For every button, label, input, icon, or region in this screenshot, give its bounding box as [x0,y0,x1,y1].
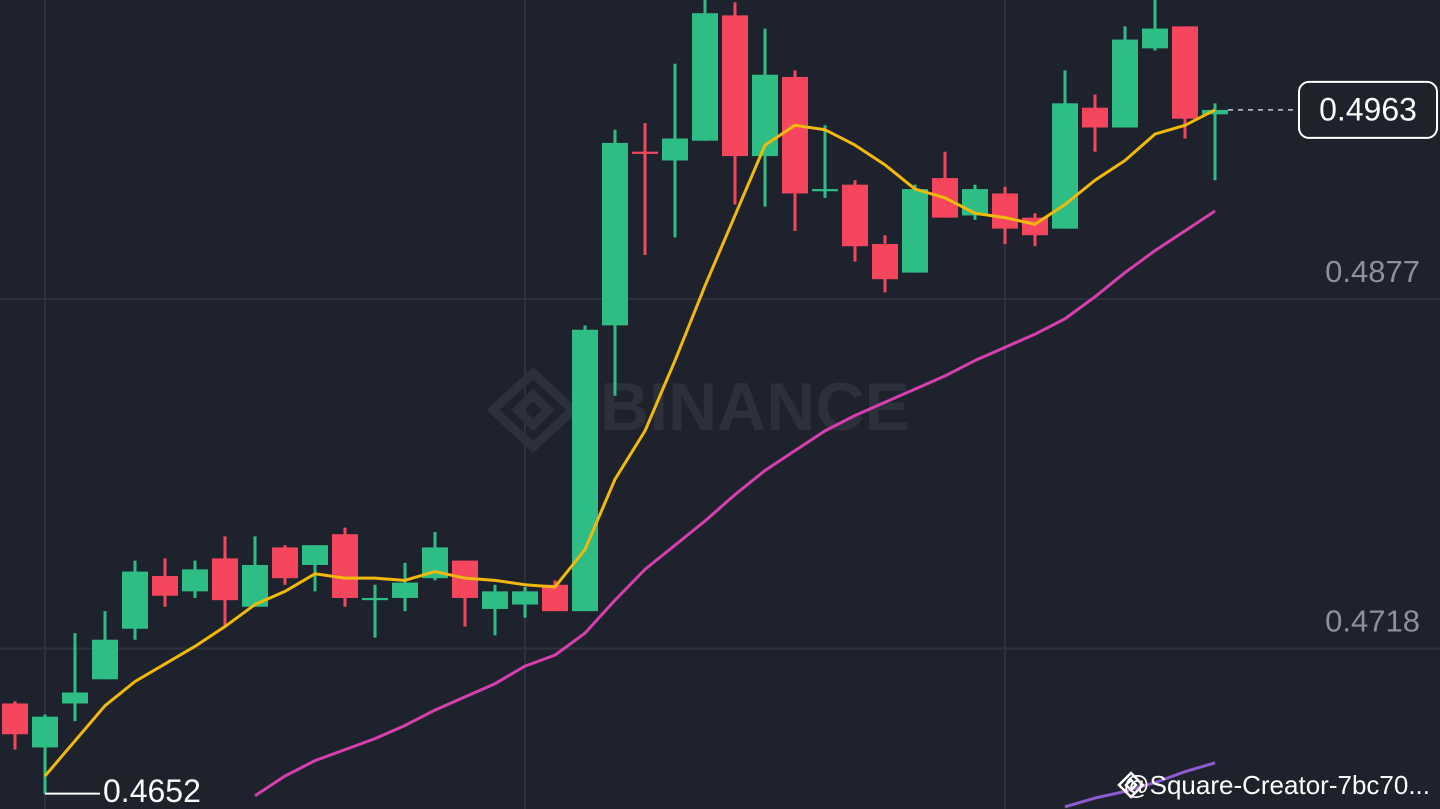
watermark: BINANCE [486,366,910,454]
candle-body [902,189,928,273]
candle-body [572,329,598,612]
candle-body [332,534,358,598]
candle-body [512,591,538,605]
candle-body [662,138,688,161]
candle-body [1202,109,1228,115]
candle-body [482,591,508,609]
candle-body [122,571,148,629]
candle-body [62,692,88,704]
low-marker-label: 0.4652 [103,773,201,809]
candle-body [962,189,988,216]
overlay: 0.4963 0.4652 [45,80,1438,809]
moving-average-line [254,209,1216,798]
candle-body [632,151,658,154]
candle-body [872,244,898,280]
candle-body [92,639,118,680]
candle-body [692,13,718,141]
candle-body [602,142,628,326]
candle-body [1022,217,1048,236]
candle-body [752,74,778,157]
candle-body [542,584,568,612]
last-price-label: 0.4963 [1319,91,1417,127]
candle-body [782,76,808,194]
candle-body [272,547,298,579]
plot [2,0,1228,809]
candle-body [722,15,748,157]
credit-text: @Square-Creator-7bc70... [1123,770,1430,800]
candle-body [992,193,1018,229]
candle-body [32,716,58,748]
candle-body [392,582,418,598]
candle-body [1112,39,1138,128]
credit-icon [1117,771,1145,799]
candle-body [302,545,328,565]
y-tick-label: 0.4718 [1325,604,1420,639]
watermark-logo [486,366,580,454]
candle-body [812,189,838,192]
candle-body [212,558,238,601]
y-tick-label: 0.4877 [1325,254,1420,289]
candle-body [152,575,178,596]
moving-average-line [43,108,1216,777]
grid: 0.4877 0.4718 [0,254,1440,650]
last-price-box [1298,80,1438,139]
credit: @Square-Creator-7bc70... [1117,770,1430,800]
watermark-text: BINANCE [600,369,910,445]
candle-body [1082,107,1108,128]
candle-body [2,703,28,735]
candle-body [362,597,388,601]
candle-body [842,184,868,247]
candle-body [1052,103,1078,229]
candle-body [1142,28,1168,49]
candle-body [1172,26,1198,119]
candle-body [182,569,208,592]
